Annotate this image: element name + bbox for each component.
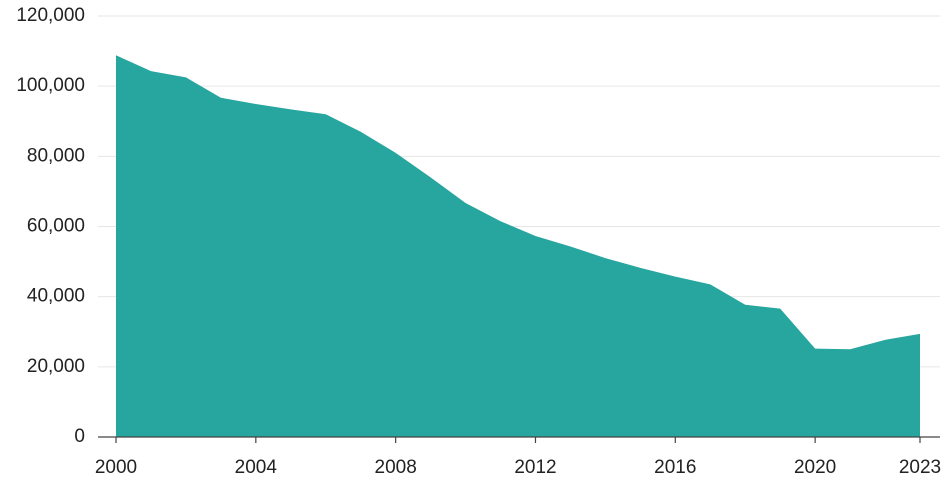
y-tick-label: 120,000 (16, 5, 85, 26)
x-tick-label: 2016 (654, 457, 696, 478)
area-series (116, 55, 920, 437)
x-tick-label: 2000 (95, 457, 137, 478)
x-tick-label: 2008 (375, 457, 417, 478)
x-tick-label: 2004 (235, 457, 278, 478)
y-axis-ticks: 0 20,000 40,000 60,000 80,000 100,000 120,000 (16, 5, 85, 447)
x-axis-ticks: 2000 2004 2008 2012 2016 2020 2023 (95, 437, 941, 478)
y-tick-label: 100,000 (16, 75, 85, 96)
y-tick-label: 60,000 (27, 216, 85, 237)
y-tick-label: 0 (74, 426, 85, 447)
y-tick-label: 20,000 (27, 356, 85, 377)
x-tick-label: 2023 (899, 457, 941, 478)
y-tick-label: 80,000 (27, 145, 85, 166)
x-tick-label: 2020 (794, 457, 836, 478)
x-tick-label: 2012 (514, 457, 556, 478)
y-tick-label: 40,000 (27, 286, 85, 307)
